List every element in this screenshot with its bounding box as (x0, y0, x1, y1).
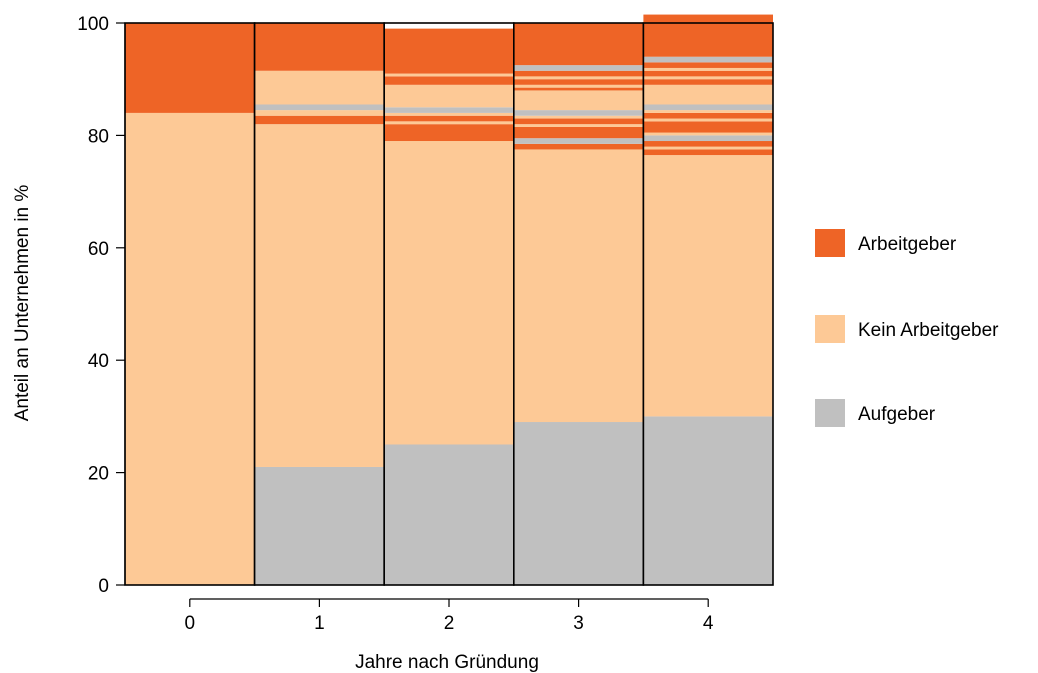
bar-segment-4-15 (643, 70, 773, 77)
bar-segment-3-11 (513, 84, 644, 88)
bar-segment-4-17 (643, 62, 773, 68)
x-axis-title: Jahre nach Gründung (355, 652, 539, 673)
y-tick-label-60: 60 (88, 239, 109, 260)
bars-group (124, 14, 774, 586)
bar-segment-2-2 (384, 124, 514, 142)
x-axis: 0 1 2 3 4 (185, 598, 714, 634)
bar-segment-4-1 (643, 155, 773, 417)
y-tick-label-100: 100 (77, 14, 109, 35)
bar-segment-0-1 (125, 23, 255, 113)
bar-segment-4-2 (643, 149, 773, 156)
y-axis: 0 20 40 60 80 100 (77, 14, 126, 597)
bar-segment-4-16 (643, 67, 773, 71)
bar-segment-3-14 (513, 70, 644, 77)
bar-segment-4-11 (643, 104, 773, 111)
bar-segment-3-3 (513, 138, 644, 144)
bar-segment-3-6 (513, 118, 644, 125)
x-tick-label-3: 3 (573, 613, 584, 634)
x-tick-label-0: 0 (185, 613, 196, 634)
bar-segment-3-12 (513, 79, 644, 85)
legend-label-2: Aufgeber (858, 404, 936, 425)
x-tick-label-1: 1 (314, 613, 325, 634)
bar-segment-2-9 (384, 73, 514, 77)
bar-segment-2-10 (384, 28, 514, 74)
bar-segment-3-13 (513, 76, 644, 80)
bar-segment-1-3 (254, 110, 385, 116)
bar-segment-3-15 (513, 65, 644, 71)
bar-segment-2-3 (384, 121, 514, 125)
bar-outline-4 (642, 22, 774, 586)
bar-segment-4-14 (643, 76, 773, 80)
bar-segment-4-4 (643, 141, 773, 147)
x-tick-label-4: 4 (703, 613, 714, 634)
bar-segment-2-5 (384, 112, 514, 116)
bar-segment-4-12 (643, 84, 773, 105)
bar-segment-4-13 (643, 79, 773, 85)
bar-segment-4-0 (643, 416, 773, 585)
bar-segment-4-19 (643, 14, 773, 57)
bar-segment-1-4 (254, 104, 385, 111)
bar-segment-4-18 (643, 56, 773, 63)
y-tick-label-80: 80 (88, 126, 109, 147)
legend-swatch-2 (815, 399, 845, 427)
bar-segment-1-2 (254, 115, 385, 125)
bar-segment-3-2 (513, 143, 644, 150)
y-tick-label-0: 0 (98, 576, 109, 597)
bar-segment-2-1 (384, 141, 514, 445)
legend: Arbeitgeber Kein Arbeitgeber Aufgeber (815, 229, 999, 427)
bar-segment-2-6 (384, 107, 514, 113)
bar-segment-4-5 (643, 135, 773, 142)
bar-segment-3-7 (513, 115, 644, 119)
legend-swatch-1 (815, 315, 845, 343)
bar-segment-3-1 (513, 149, 644, 423)
y-tick-label-40: 40 (88, 351, 109, 372)
y-axis-title: Anteil an Unternehmen in % (12, 185, 33, 422)
bar-segment-3-10 (513, 87, 644, 91)
bar-segment-1-5 (254, 70, 385, 105)
bar-segment-0-0 (125, 112, 255, 586)
x-tick-label-2: 2 (444, 613, 455, 634)
bar-segment-4-8 (643, 118, 773, 122)
legend-label-0: Arbeitgeber (858, 234, 957, 255)
bar-segment-1-6 (254, 23, 385, 71)
bar-segment-2-4 (384, 115, 514, 122)
bar-segment-1-1 (254, 124, 385, 467)
legend-label-1: Kein Arbeitgeber (858, 320, 999, 341)
bar-segment-4-9 (643, 112, 773, 119)
bar-segment-3-0 (513, 422, 644, 585)
y-tick-label-20: 20 (88, 464, 109, 485)
bar-segment-4-7 (643, 121, 773, 133)
bar-segment-1-0 (254, 466, 385, 585)
bar-segment-2-0 (384, 444, 514, 585)
bar-segment-4-10 (643, 110, 773, 113)
bar-segment-3-9 (513, 90, 644, 111)
bar-segment-3-5 (513, 124, 644, 127)
bar-segment-3-16 (513, 23, 644, 66)
bar-segment-3-4 (513, 126, 644, 139)
bar-segment-4-3 (643, 146, 773, 150)
bar-segment-4-6 (643, 132, 773, 136)
bar-segment-3-8 (513, 110, 644, 116)
bar-segment-2-7 (384, 84, 514, 108)
bar-segment-2-8 (384, 76, 514, 85)
legend-swatch-0 (815, 229, 845, 257)
